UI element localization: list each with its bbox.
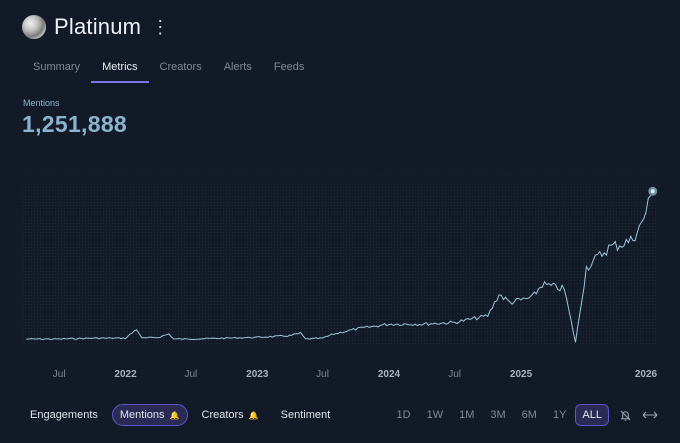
range-all[interactable]: ALL	[575, 404, 609, 426]
tab-metrics[interactable]: Metrics	[91, 58, 149, 83]
range-3m[interactable]: 3M	[490, 409, 506, 421]
chart-svg: Jul 2022 Jul 2023 Jul 2024 Jul 2025 2026	[22, 170, 658, 380]
metric-sentiment-label: Sentiment	[280, 409, 331, 421]
tab-alerts[interactable]: Alerts	[223, 61, 252, 73]
bell-off-icon[interactable]	[619, 409, 632, 422]
mentions-chart[interactable]: Jul 2022 Jul 2023 Jul 2024 Jul 2025 2026	[0, 168, 680, 383]
range-1y[interactable]: 1Y	[552, 409, 567, 421]
metric-sentiment-button[interactable]: Sentiment	[273, 404, 339, 426]
range-1d[interactable]: 1D	[396, 409, 411, 421]
x-tick-label: 2024	[378, 369, 401, 380]
tab-creators[interactable]: Creators	[159, 61, 202, 73]
metric-label: Mentions	[23, 98, 60, 108]
metric-creators-label: Creators	[201, 409, 244, 421]
range-1m[interactable]: 1M	[459, 409, 475, 421]
page-title: Platinum	[54, 14, 142, 39]
platinum-avatar	[22, 15, 46, 39]
range-6m[interactable]: 6M	[521, 409, 537, 421]
x-tick-label: 2026	[635, 369, 658, 380]
range-1w[interactable]: 1W	[426, 409, 444, 421]
x-tick-label: 2025	[510, 369, 533, 380]
x-tick-label: 2022	[114, 369, 137, 380]
expand-arrows-icon[interactable]	[642, 410, 658, 420]
x-tick-label: Jul	[316, 369, 329, 380]
tab-feeds[interactable]: Feeds	[273, 61, 305, 73]
metric-mentions-label: Mentions	[119, 409, 165, 421]
series-line	[26, 191, 654, 343]
x-tick-label: Jul	[53, 369, 66, 380]
metric-mentions-button[interactable]: Mentions 🔔	[111, 404, 188, 426]
metric-engagements-button[interactable]: Engagements	[22, 404, 106, 426]
tab-bar: Summary Metrics Creators Alerts Feeds	[22, 58, 315, 83]
bell-icon: 🔔	[248, 410, 259, 420]
x-tick-label: 2023	[246, 369, 269, 380]
metric-engagements-label: Engagements	[30, 409, 98, 421]
range-selector: 1D 1W 1M 3M 6M 1Y ALL	[388, 404, 658, 426]
chart-fade	[22, 170, 656, 210]
metric-creators-button[interactable]: Creators 🔔	[194, 404, 267, 426]
kebab-icon[interactable]: ⋮	[151, 16, 170, 37]
x-tick-label: Jul	[448, 369, 461, 380]
header: Platinum ⋮	[22, 14, 169, 40]
last-point-marker	[650, 189, 655, 194]
metric-value: 1,251,888	[22, 111, 128, 137]
bell-icon: 🔔	[169, 410, 180, 420]
x-tick-label: Jul	[184, 369, 197, 380]
metric-selector: Engagements Mentions 🔔 Creators 🔔 Sentim…	[22, 404, 344, 426]
tab-summary[interactable]: Summary	[33, 61, 81, 73]
